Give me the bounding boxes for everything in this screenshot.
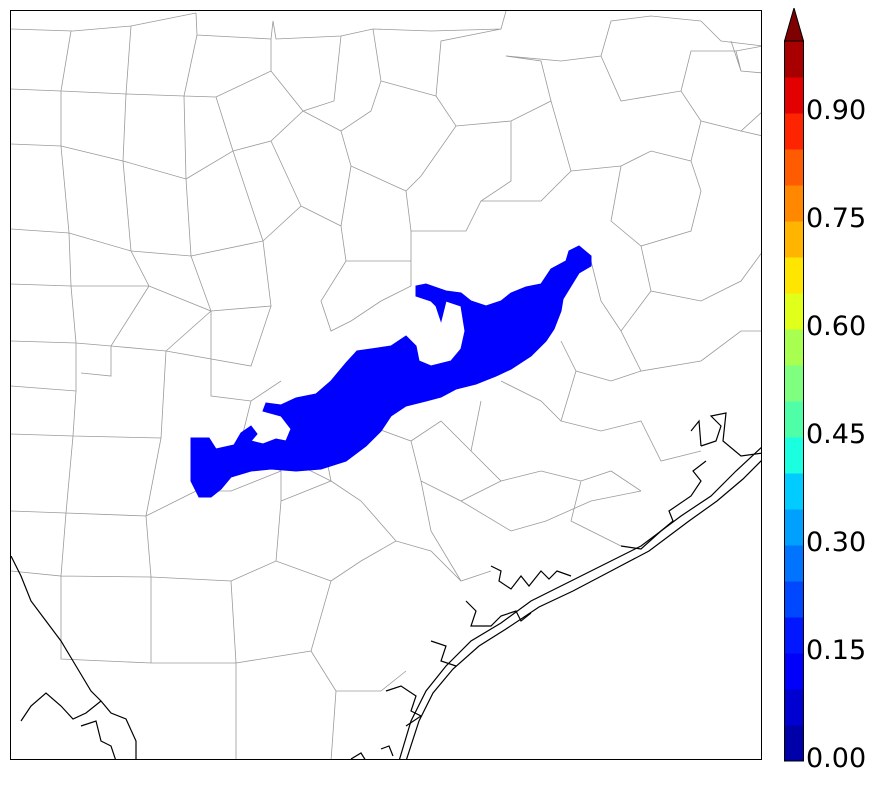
map-panel bbox=[10, 10, 762, 760]
county-map bbox=[11, 11, 761, 759]
colorbar-extend-max bbox=[784, 8, 804, 42]
colorbar-segment bbox=[784, 293, 804, 330]
colorbar-segment bbox=[784, 365, 804, 402]
colorbar-segment bbox=[784, 509, 804, 546]
colorbar-tick-label: 0.15 bbox=[806, 635, 867, 666]
colorbar-segment bbox=[784, 725, 804, 762]
colorbar-segment bbox=[784, 545, 804, 582]
colorbar-segment bbox=[784, 185, 804, 222]
probability-region bbox=[190, 245, 592, 498]
colorbar-tick-label: 0.45 bbox=[806, 419, 867, 450]
colorbar-segment bbox=[784, 257, 804, 294]
colorbar-segment bbox=[784, 653, 804, 690]
colorbar-tick-label: 0.30 bbox=[806, 527, 867, 558]
colorbar bbox=[784, 8, 804, 762]
colorbar-tick-label: 0.60 bbox=[806, 311, 867, 342]
colorbar-segment bbox=[784, 77, 804, 114]
colorbar-segment bbox=[784, 437, 804, 474]
colorbar-segment bbox=[784, 617, 804, 654]
colorbar-segment bbox=[784, 113, 804, 150]
colorbar-tick-label: 0.75 bbox=[806, 203, 867, 234]
colorbar-segment bbox=[784, 689, 804, 726]
colorbar-segment bbox=[784, 329, 804, 366]
colorbar-segment bbox=[784, 149, 804, 186]
colorbar-segment bbox=[784, 581, 804, 618]
colorbar-segment bbox=[784, 221, 804, 258]
colorbar-segment bbox=[784, 473, 804, 510]
coastline bbox=[11, 412, 761, 759]
colorbar-segment bbox=[784, 401, 804, 438]
colorbar-tick-label: 0.00 bbox=[806, 743, 867, 774]
colorbar-tick-label: 0.90 bbox=[806, 95, 867, 126]
colorbar-segment bbox=[784, 41, 804, 78]
